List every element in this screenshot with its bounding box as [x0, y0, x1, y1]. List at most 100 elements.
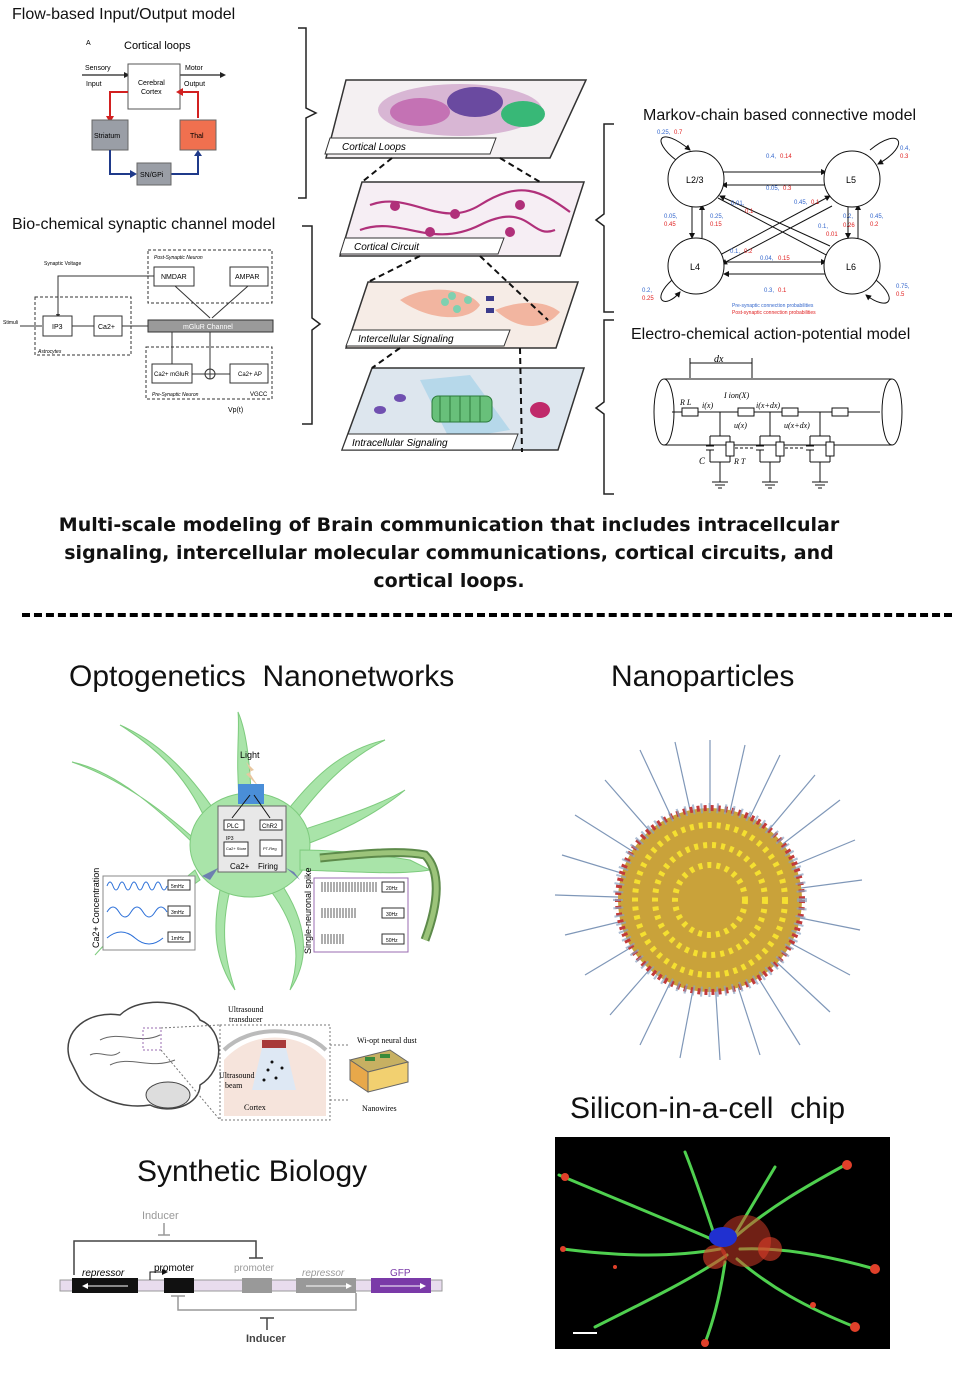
ixdx-label: i(x+dx) — [756, 401, 780, 410]
spike-freq-label: 30Hz — [386, 912, 398, 918]
synaptic-voltage-label: Synaptic Voltage — [44, 261, 81, 267]
nanoparticles-title: Nanoparticles — [611, 660, 795, 693]
inducer-top-label: Inducer — [142, 1210, 179, 1222]
markov-legend-pre: Pre-synaptic connection probabilities — [732, 303, 814, 309]
mglur-channel-bar — [147, 319, 274, 333]
transducer-label-2: transducer — [229, 1015, 263, 1024]
flow-sensory-label: Sensory — [85, 65, 111, 72]
synbio-title: Synthetic Biology — [137, 1155, 368, 1188]
ip3-opto-label: IP3 — [226, 836, 234, 842]
ip3-label: IP3 — [52, 324, 63, 331]
prob-post: 0.3 — [783, 186, 792, 192]
stimuli-label: Stimuli — [3, 320, 18, 326]
biochem-model-title: Bio-chemical synaptic channel model — [12, 216, 276, 233]
flow-panel-letter: A — [86, 40, 91, 47]
cortex-dust-label: Cortex — [244, 1103, 266, 1112]
dna-backbone — [59, 1279, 443, 1292]
prob-pre: 0.05, — [664, 214, 678, 220]
spike-freq-label: 20Hz — [386, 886, 398, 892]
top-caption: Multi-scale modeling of Brain communicat… — [58, 514, 840, 592]
repressor2-label: repressor — [302, 1268, 345, 1279]
ix-label: i(x) — [702, 401, 713, 410]
astrocytes-label: Astrocytes — [37, 349, 62, 355]
plc-label: PLC — [227, 824, 239, 830]
ux-label: u(x) — [734, 421, 747, 430]
cortex-label: Cortex — [141, 89, 162, 96]
ca-ap-label: Ca2+ AP — [238, 372, 262, 378]
flow-cortical-loops-label: Cortical loops — [124, 40, 191, 52]
layer-label-intercellular: Intercellular Signaling — [358, 334, 454, 345]
prob-post: 0.7 — [674, 130, 683, 136]
promoter1-label: promoter — [154, 1263, 195, 1274]
inducer-bottom-label: Inducer — [246, 1333, 286, 1345]
layer-intracellular — [340, 367, 586, 451]
section-divider — [22, 613, 952, 617]
prob-post: 0.1 — [745, 209, 754, 215]
ion-label: I ion(X) — [723, 391, 749, 400]
ca-label: Ca2+ — [98, 324, 115, 331]
prob-pre: 0.1, — [730, 249, 740, 255]
vgcc-label: VGCC — [250, 392, 268, 398]
prob-pre: 0.1, — [818, 224, 828, 230]
spike-axis-label: Single-neuronal spike — [303, 867, 313, 954]
layer-label-cortical-circuit: Cortical Circuit — [354, 242, 420, 253]
vp-label: Vp(t) — [228, 407, 243, 414]
ca-out-label: Ca2+ — [230, 862, 250, 871]
prob-pre: 0.4, — [900, 146, 910, 152]
markov-node-label: L4 — [690, 262, 700, 272]
gfp-gene — [371, 1278, 431, 1293]
wiopt-label: Wi-opt neural dust — [357, 1036, 417, 1045]
prob-post: 0.15 — [710, 222, 722, 228]
prob-post: 0.25 — [642, 296, 654, 302]
ca-box — [93, 315, 123, 337]
prob-post: 0.2 — [744, 249, 753, 255]
repressor1-label: repressor — [82, 1268, 125, 1279]
electro-model-title: Electro-chemical action-potential model — [631, 326, 911, 343]
ca-mglur-box — [151, 363, 193, 384]
sngpi-label: SN/GPi — [140, 172, 164, 179]
dx-label: dx — [714, 354, 724, 365]
beam-label-2: beam — [225, 1081, 243, 1090]
mglur-label: mGluR Channel — [183, 324, 233, 331]
prob-post: 0.26 — [843, 223, 855, 229]
prob-post: 0.2 — [870, 222, 879, 228]
flow-input-label: Input — [86, 81, 102, 88]
post-synaptic-label: Post-Synaptic Neuron — [154, 255, 203, 261]
ampar-label: AMPAR — [235, 274, 259, 281]
prob-pre: 0.2, — [642, 288, 652, 294]
transducer-label-1: Ultrasound — [228, 1005, 264, 1014]
nanowires-label: Nanowires — [362, 1104, 397, 1113]
prob-post: 0.5 — [896, 292, 905, 298]
striatum-label: Striatum — [94, 133, 120, 140]
rl-label: R L — [679, 398, 692, 407]
c-label: C — [699, 456, 706, 466]
layer-cortical-circuit — [338, 181, 586, 257]
promoter2-label: promoter — [234, 1263, 275, 1274]
spike-freq-label: 50Hz — [386, 938, 398, 944]
light-channel — [238, 784, 264, 804]
sngpi-box — [136, 162, 172, 186]
pre-synaptic-label: Pre-Synaptic Neuron — [152, 392, 199, 398]
prob-post: 0.45 — [664, 222, 676, 228]
markov-node-l5 — [823, 150, 881, 208]
prob-post: 0.01 — [826, 232, 838, 238]
flow-model-title: Flow-based Input/Output model — [12, 6, 236, 23]
firing-label: Firing — [258, 862, 278, 871]
markov-node-label: L5 — [846, 175, 856, 185]
ca-freq-label: 5mHz — [171, 884, 185, 890]
ip3-box — [42, 315, 73, 337]
prob-post: 0.14 — [780, 154, 792, 160]
layer-label-cortical-loops: Cortical Loops — [342, 142, 406, 153]
light-label: Light — [240, 750, 260, 760]
prob-pre: 0.2, — [843, 214, 853, 220]
markov-node-label: L6 — [846, 262, 856, 272]
markov-node-l6 — [823, 237, 881, 295]
repressor1-gene — [72, 1278, 138, 1293]
nmdar-label: NMDAR — [161, 274, 187, 281]
thal-label: Thal — [190, 133, 204, 140]
prob-pre: 0.25, — [657, 130, 671, 136]
markov-node-label: L2/3 — [686, 175, 704, 185]
repressor2-gene — [296, 1278, 356, 1293]
prob-pre: 0.25, — [710, 214, 724, 220]
prob-pre: 0.01, — [731, 201, 745, 207]
